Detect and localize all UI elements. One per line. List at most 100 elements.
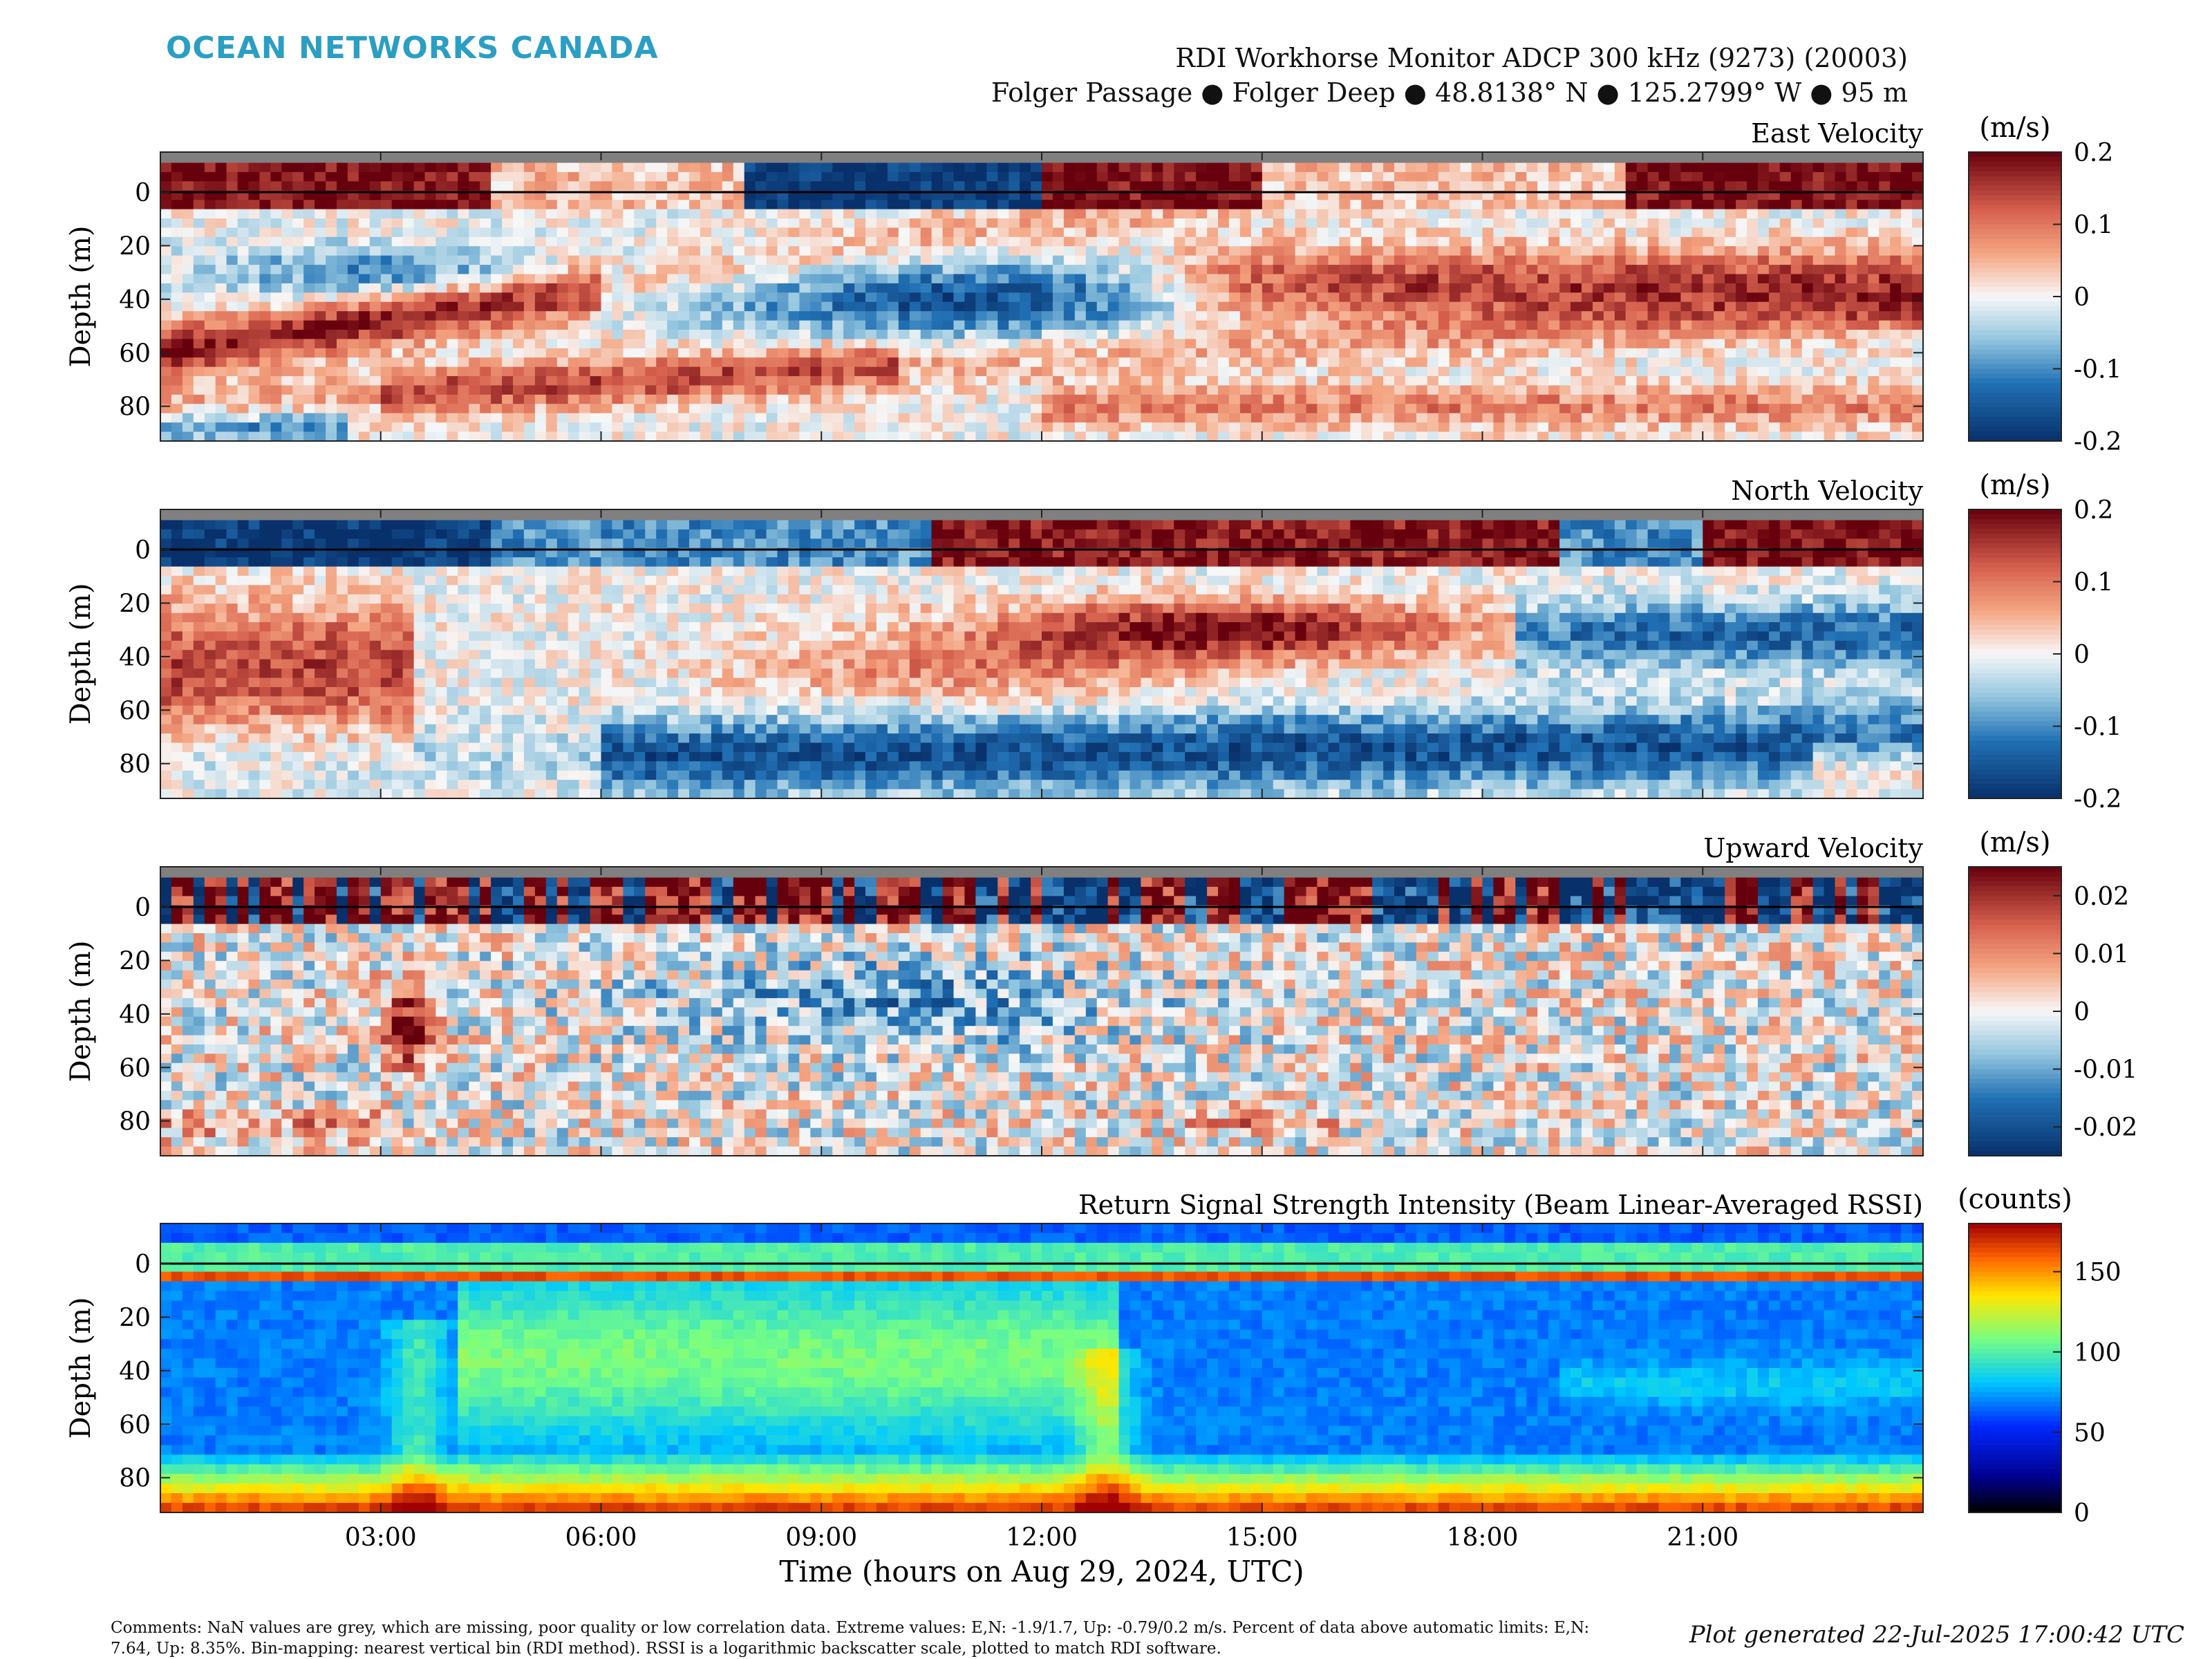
heatmap-cell	[248, 520, 260, 530]
heatmap-cell	[1669, 200, 1681, 210]
heatmap-cell	[1141, 218, 1152, 228]
heatmap-cell	[1879, 394, 1891, 404]
heatmap-cell	[1152, 218, 1163, 228]
heatmap-cell	[1515, 385, 1527, 395]
heatmap-cell	[876, 330, 888, 339]
heatmap-cell	[601, 320, 612, 330]
heatmap-cell	[1295, 162, 1307, 173]
colorbar-segment	[1969, 388, 2061, 393]
heatmap-cell	[601, 200, 612, 210]
heatmap-cell	[810, 171, 822, 182]
heatmap-cell	[1581, 227, 1593, 238]
heatmap-cell	[1581, 274, 1593, 284]
heatmap-cell	[1152, 301, 1163, 312]
heatmap-cell	[656, 520, 668, 530]
heatmap-cell	[799, 394, 811, 404]
heatmap-cell	[259, 274, 271, 284]
heatmap-cell	[1383, 209, 1395, 219]
heatmap-cell	[1603, 394, 1615, 404]
heatmap-cell	[722, 330, 734, 339]
heatmap-cell	[337, 320, 348, 330]
heatmap-cell	[193, 171, 205, 182]
heatmap-cell	[1571, 246, 1582, 256]
heatmap-cell	[259, 394, 271, 404]
heatmap-cell	[358, 181, 371, 191]
heatmap-cell	[645, 162, 657, 173]
heatmap-cell	[1725, 283, 1736, 293]
heatmap-cell	[1207, 422, 1219, 433]
heatmap-cell	[832, 283, 844, 293]
heatmap-cell	[953, 274, 965, 284]
heatmap-cell	[1141, 209, 1152, 219]
heatmap-cell	[1185, 404, 1197, 414]
heatmap-cell	[1537, 227, 1549, 238]
heatmap-cell	[920, 311, 932, 321]
heatmap-cell	[1350, 274, 1362, 284]
heatmap-cell	[1548, 274, 1560, 284]
heatmap-cell	[1328, 394, 1340, 404]
heatmap-cell	[480, 255, 491, 265]
heatmap-cell	[843, 431, 855, 442]
heatmap-cell	[1592, 385, 1604, 395]
heatmap-cell	[237, 431, 250, 442]
colorbar-segment	[1969, 171, 2061, 177]
heatmap-cell	[458, 227, 469, 238]
heatmap-cell	[315, 209, 326, 219]
heatmap-cell	[1625, 255, 1638, 265]
heatmap-cell	[1504, 218, 1516, 228]
heatmap-cell	[854, 274, 866, 284]
colorbar-segment	[1969, 359, 2061, 365]
colorbar-segment	[1969, 224, 2061, 230]
heatmap-cell	[909, 330, 921, 339]
heatmap-cell	[1328, 301, 1340, 312]
heatmap-cell	[1350, 236, 1362, 247]
heatmap-cell	[259, 320, 271, 330]
heatmap-cell	[502, 422, 514, 433]
heatmap-cell	[986, 366, 998, 377]
heatmap-cell	[667, 236, 679, 247]
heatmap-cell	[491, 162, 503, 173]
heatmap-cell	[248, 283, 260, 293]
heatmap-cell	[722, 236, 734, 247]
heatmap-cell	[1416, 376, 1428, 386]
heatmap-cell	[1438, 274, 1450, 284]
heatmap-cell	[799, 366, 811, 377]
heatmap-cell	[1239, 292, 1252, 303]
heatmap-cell	[1559, 311, 1571, 321]
heatmap-cell	[821, 209, 833, 219]
heatmap-cell	[491, 376, 503, 386]
heatmap-cell	[1559, 227, 1571, 238]
heatmap-cell	[1515, 404, 1527, 414]
heatmap-cell	[545, 376, 558, 386]
heatmap-cell	[1581, 385, 1593, 395]
heatmap-cell	[832, 171, 844, 182]
heatmap-cell	[337, 218, 348, 228]
heatmap-cell	[975, 394, 987, 404]
heatmap-cell	[1052, 348, 1065, 358]
heatmap-cell	[1736, 246, 1747, 256]
heatmap-cell	[1317, 209, 1329, 219]
heatmap-cell	[590, 265, 602, 275]
heatmap-cell	[1449, 171, 1461, 182]
heatmap-cell	[1846, 431, 1857, 442]
heatmap-cell	[556, 394, 569, 404]
heatmap-cell	[678, 357, 690, 368]
heatmap-cell	[667, 292, 679, 303]
heatmap-cell	[160, 218, 172, 228]
heatmap-cell	[160, 181, 172, 191]
heatmap-cell	[1118, 236, 1131, 247]
heatmap-cell	[1868, 422, 1880, 433]
heatmap-cell	[1361, 227, 1373, 238]
heatmap-cell	[1306, 292, 1318, 303]
heatmap-cell	[1714, 171, 1725, 182]
heatmap-cell	[303, 320, 315, 330]
heatmap-cell	[1779, 162, 1792, 173]
heatmap-cell	[1548, 200, 1560, 210]
heatmap-cell	[1757, 246, 1770, 256]
heatmap-cell	[579, 385, 591, 395]
heatmap-cell	[337, 413, 348, 423]
heatmap-cell	[556, 227, 569, 238]
heatmap-cell	[1890, 431, 1902, 442]
heatmap-cell	[1085, 209, 1098, 219]
heatmap-cell	[1658, 227, 1670, 238]
